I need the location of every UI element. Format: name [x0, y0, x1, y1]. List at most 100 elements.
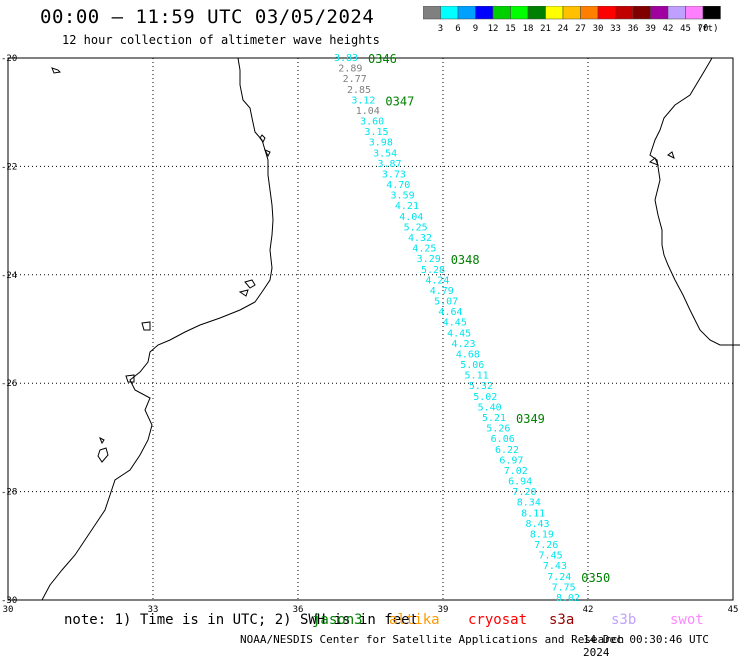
track-time-label: 0348 — [451, 253, 480, 267]
legend-label: 9 — [473, 24, 478, 34]
swh-value: 3.59 — [391, 191, 415, 202]
credit-line: NOAA/NESDIS Center for Satellite Applica… — [240, 633, 625, 646]
coast-detail-1 — [51, 67, 62, 74]
coast-detail-9 — [99, 436, 105, 445]
track-time-label: 0346 — [368, 52, 397, 66]
swh-value: 5.07 — [434, 297, 458, 308]
swh-value: 8.34 — [517, 498, 541, 509]
swh-value: 1.04 — [356, 106, 380, 117]
swh-value: 4.79 — [430, 286, 454, 297]
swh-value: 7.02 — [504, 466, 528, 477]
swh-value: 7.75 — [552, 582, 576, 593]
lon-tick-label: 42 — [583, 605, 594, 615]
swh-value: 5.11 — [465, 371, 489, 382]
legend-label: 27 — [575, 24, 586, 34]
swh-value: 7.43 — [543, 561, 567, 572]
legend-label: 15 — [505, 24, 516, 34]
sat-label-cryosat: cryosat — [468, 612, 528, 628]
altimeter-track: 3.832.892.772.853.121.043.603.153.983.54… — [334, 52, 610, 604]
lon-tick-label: 36 — [293, 605, 304, 615]
swh-value: 2.85 — [347, 85, 371, 96]
lon-tick-label: 30 — [3, 605, 14, 615]
track-time-label: 0349 — [516, 412, 545, 426]
swh-value: 7.24 — [547, 572, 571, 583]
swh-value: 4.04 — [399, 212, 423, 223]
lon-tick-label: 33 — [148, 605, 159, 615]
swh-value: 5.26 — [486, 424, 510, 435]
lon-tick-label: 45 — [728, 605, 739, 615]
lat-lon-grid — [7, 57, 734, 601]
swh-value: 3.98 — [369, 138, 393, 149]
swh-value: 8.19 — [530, 529, 554, 540]
swh-value: 5.02 — [473, 392, 497, 403]
swh-value: 7.26 — [534, 540, 558, 551]
coast-detail-2 — [259, 134, 266, 143]
swh-value: 3.60 — [360, 117, 384, 128]
footer-note: note: 1) Time is in UTC; 2) SWH is in fe… — [64, 612, 419, 628]
swh-value: 4.45 — [443, 318, 467, 329]
swh-value: 7.20 — [512, 487, 536, 498]
legend-label: 42 — [663, 24, 674, 34]
sat-label-s3a: s3a — [549, 612, 575, 628]
swh-value: 3.83 — [334, 53, 358, 64]
swh-value: 5.32 — [469, 381, 493, 392]
swh-value: 8.43 — [525, 519, 549, 530]
sat-label-jason3: jason3 — [312, 612, 363, 628]
coast-detail-8 — [97, 447, 109, 463]
madagascar-detail-2 — [667, 151, 675, 159]
legend-label: 30 — [593, 24, 604, 34]
swh-value: 6.22 — [495, 445, 519, 456]
map-frame — [7, 57, 734, 601]
coast-detail-6 — [141, 321, 151, 331]
coast-detail-7 — [125, 374, 135, 383]
legend-label: 33 — [610, 24, 621, 34]
swh-value: 2.89 — [338, 64, 362, 75]
coast-detail-4 — [244, 279, 256, 289]
lat-tick-label: -22 — [1, 162, 17, 172]
sat-label-altika: altika — [389, 612, 440, 628]
generated-timestamp: 14 Dec 00:30:46 UTC 2024 — [583, 633, 709, 659]
lat-tick-label: -26 — [1, 379, 17, 389]
swh-value: 5.28 — [421, 265, 445, 276]
legend-label: 3 — [438, 24, 443, 34]
coastline — [41, 57, 740, 601]
swh-value: 8.02 — [556, 593, 580, 604]
swh-value: 3.73 — [382, 169, 406, 180]
swh-value: 4.64 — [438, 307, 462, 318]
swh-value: 5.40 — [478, 402, 502, 413]
legend-label: 21 — [540, 24, 551, 34]
legend-label: 39 — [645, 24, 656, 34]
map-subtitle: 12 hour collection of altimeter wave hei… — [62, 33, 380, 47]
sat-label-swot: swot — [670, 612, 704, 628]
swh-value: 4.32 — [408, 233, 432, 244]
madagascar-detail-1 — [649, 157, 659, 166]
lat-tick-label: -20 — [1, 54, 17, 64]
legend-label: 45 — [680, 24, 691, 34]
track-time-label: 0350 — [581, 571, 610, 585]
swh-value: 2.77 — [343, 74, 367, 85]
swh-value: 5.21 — [482, 413, 506, 424]
legend-swatch — [702, 6, 721, 20]
lon-tick-label: 39 — [438, 605, 449, 615]
swh-value: 6.06 — [491, 434, 515, 445]
swh-value: 4.68 — [456, 349, 480, 360]
swh-value: 4.25 — [412, 244, 436, 255]
legend-label: 70 — [698, 24, 709, 34]
legend-label: 12 — [488, 24, 499, 34]
swh-value: 5.06 — [460, 360, 484, 371]
legend-label: 36 — [628, 24, 639, 34]
track-time-label: 0347 — [385, 94, 414, 108]
swh-value: 3.54 — [373, 148, 397, 159]
legend-label: 6 — [455, 24, 460, 34]
lat-tick-label: -30 — [1, 596, 17, 606]
coast-detail-3 — [263, 149, 271, 158]
axis-labels: 30 33 36 39 42 45 -20 -22 -24 -26 -28 -30 — [1, 54, 738, 615]
legend-unit: (ft) — [697, 24, 719, 34]
swh-value: 5.25 — [404, 222, 428, 233]
legend-label: 24 — [558, 24, 569, 34]
swh-value: 3.87 — [377, 159, 401, 170]
swh-value: 3.15 — [364, 127, 388, 138]
swh-value: 4.70 — [386, 180, 410, 191]
swh-value: 8.11 — [521, 508, 545, 519]
